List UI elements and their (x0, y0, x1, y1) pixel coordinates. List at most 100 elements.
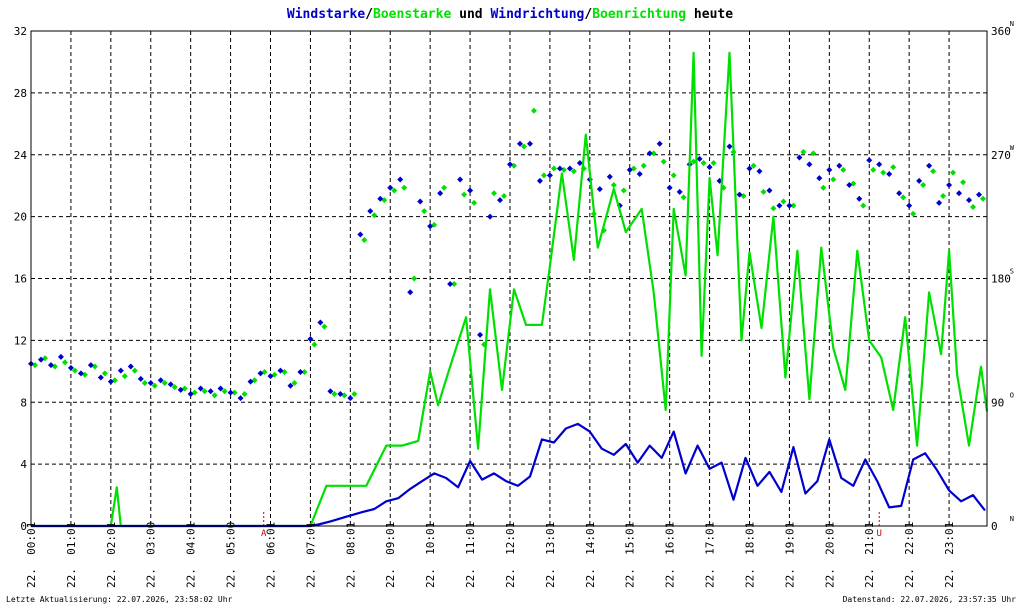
wind-direction-point (756, 168, 763, 175)
y-tick-label-left: 12 (14, 334, 27, 347)
wind-direction-point (467, 187, 474, 194)
x-tick-label: 22. 12:01 (504, 522, 517, 588)
wind-direction-point (117, 367, 124, 374)
wind-direction-point (976, 191, 983, 198)
x-tick-label: 22. 02:01 (105, 522, 118, 588)
gust-direction-point (301, 369, 308, 375)
wind-direction-point (127, 363, 134, 370)
x-tick-label: 22. 06:01 (264, 522, 277, 588)
gust-direction-point (241, 391, 248, 397)
wind-direction-point (187, 391, 194, 397)
wind-direction-point (646, 150, 653, 157)
wind-direction-point (516, 140, 523, 147)
y-tick-label-right: 0 (991, 520, 998, 533)
marker-label: A (261, 529, 267, 539)
wind-direction-point (297, 369, 304, 375)
compass-label: W (1010, 144, 1015, 152)
wind-direction-point (267, 373, 274, 380)
title-part: / (584, 7, 592, 22)
x-axis-ticks: 22. 00:01 22. 01:01 22. 02:01 22. 03:00 22. … (25, 522, 956, 588)
footer-data-timestamp: Datenstand: 22.07.2026, 23:57:35 Uhr (843, 595, 1017, 604)
gust-direction-point (870, 166, 877, 173)
x-tick-label: 22. 23:01 (943, 522, 956, 588)
gust-direction-point (121, 373, 128, 380)
gust-direction-point (670, 172, 677, 179)
marker-label: U (877, 529, 882, 539)
wind-direction-point (377, 195, 384, 202)
gust-direction-point (171, 384, 178, 391)
wind-direction-point (556, 165, 563, 172)
x-tick-label: 22. 21:01 (863, 522, 876, 588)
x-tick-label: 22. 13:01 (544, 522, 557, 588)
gust-direction-point (940, 193, 947, 199)
gust-direction-point (151, 382, 158, 389)
gust-direction-point (620, 187, 627, 194)
x-tick-label: 22. 10:01 (424, 522, 437, 588)
wind-direction-point (97, 374, 104, 381)
y-tick-label-right: 90 (991, 396, 1004, 409)
wind-direction-point (836, 162, 843, 169)
wind-direction-point (866, 157, 873, 164)
x-tick-label: 22. 22:01 (903, 522, 916, 588)
gust-direction-point (520, 143, 527, 150)
gust-direction-point (461, 191, 468, 198)
gust-direction-point (680, 194, 687, 201)
y-tick-label-left: 16 (14, 273, 27, 286)
wind-direction-point (337, 391, 344, 397)
gust-direction-point (530, 107, 537, 114)
gust-direction-point (920, 182, 927, 188)
x-tick-label: 22. 18:01 (743, 522, 756, 588)
gust-direction-point (750, 162, 757, 169)
title-part: / (365, 7, 373, 22)
wind-direction-point (876, 161, 883, 168)
wind-direction-point (67, 364, 74, 371)
gust-direction-point (540, 172, 547, 179)
y-tick-label-left: 8 (20, 396, 27, 409)
gust-direction-point (710, 160, 717, 166)
wind-direction-point (257, 370, 264, 377)
wind-direction-point (826, 166, 833, 173)
wind-direction-point (676, 188, 683, 195)
x-tick-label: 22. 05:00 (225, 522, 238, 588)
gust-direction-point (471, 199, 478, 206)
wind-direction-point (307, 336, 314, 342)
wind-direction-point (946, 182, 953, 188)
gust-direction-point (141, 380, 148, 386)
wind-direction-point (87, 362, 94, 369)
axes (30, 30, 988, 527)
gust-direction-point (840, 166, 847, 173)
wind-direction-point (107, 378, 114, 385)
plot-frame (30, 30, 988, 527)
wind-direction-point (197, 385, 204, 392)
y-tick-label-left: 4 (20, 458, 27, 471)
gust-direction-point (890, 164, 897, 171)
title-part: Windstarke (287, 7, 365, 22)
gust-direction-point (411, 275, 418, 282)
gust-direction-point (211, 392, 218, 399)
x-tick-label: 22. 03:00 (145, 522, 158, 588)
wind-direction-point (487, 213, 494, 220)
gust-direction-point (351, 391, 358, 397)
wind-direction-point (47, 362, 54, 369)
title-part: und (451, 7, 490, 22)
wind-direction-point (437, 190, 444, 197)
wind-direction-point (147, 380, 154, 386)
wind-direction-point (796, 154, 803, 161)
compass-label: O (1010, 391, 1014, 399)
wind-direction-point (936, 199, 943, 206)
grid (30, 31, 987, 526)
wind-direction-point (217, 385, 224, 392)
gust-direction-point (421, 208, 428, 215)
wind-direction-point (766, 187, 773, 194)
wind-direction-point (407, 289, 414, 296)
wind-direction-point (776, 202, 783, 209)
wind-direction-point (477, 331, 484, 338)
gust-direction-point (880, 169, 887, 176)
gust-direction-point (930, 168, 937, 175)
gust-direction-point (101, 370, 108, 377)
y-tick-label-right: 180 (991, 273, 1011, 286)
gust-direction-point (321, 323, 328, 330)
gust-direction-point (770, 205, 777, 212)
wind-direction-point (157, 377, 164, 384)
